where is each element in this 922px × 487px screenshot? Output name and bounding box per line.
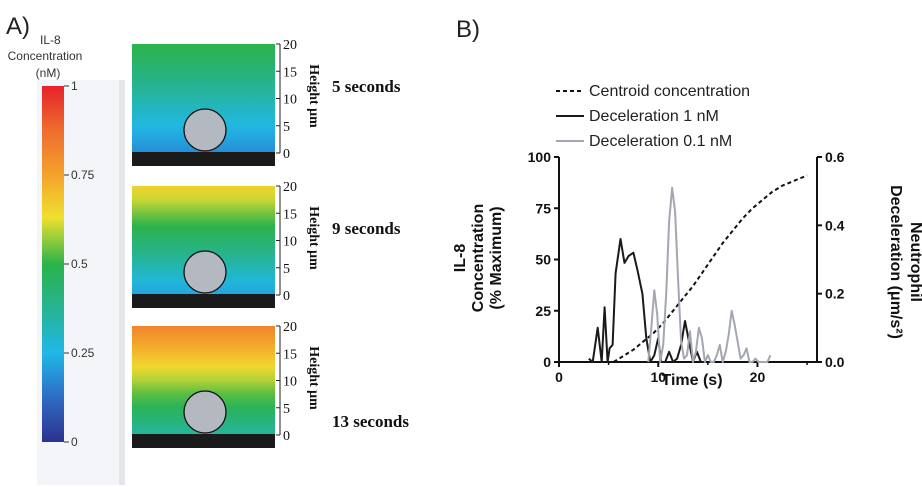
colorbar-divider bbox=[119, 80, 125, 485]
y-axis-right-label: Neutrophil Deceleration (μm/s²) bbox=[887, 185, 922, 339]
y-left-tick-label: 100 bbox=[528, 149, 552, 165]
colorbar-tick-label: 0.75 bbox=[71, 168, 95, 182]
substrate bbox=[132, 294, 275, 308]
neutrophil-cell bbox=[183, 390, 227, 434]
x-tick-label: 10 bbox=[650, 369, 666, 385]
y-left-label-line2: Concentration bbox=[470, 204, 487, 312]
y-left-tick-label: 25 bbox=[535, 303, 551, 319]
panel-b-label: B) bbox=[456, 16, 480, 43]
y-left-tick-label: 75 bbox=[535, 200, 551, 216]
y-right-label-line2: Deceleration (μm/s²) bbox=[887, 185, 904, 339]
height-axis-tick-label: 10 bbox=[283, 375, 297, 390]
colorbar-tick-label: 0.5 bbox=[71, 257, 88, 271]
snapshot-2: 20 15 10 5 0 Height μm 9 seconds bbox=[132, 180, 401, 308]
legend-label: Centroid concentration bbox=[589, 83, 750, 100]
colorbar-ticks: 1 0.75 0.5 0.25 0 bbox=[64, 79, 95, 449]
legend-label: Deceleration 0.1 nM bbox=[589, 133, 732, 150]
snapshot-time-label: 5 seconds bbox=[332, 77, 401, 96]
y-axis-left-label: IL-8 Concentration (% Maximum) bbox=[452, 204, 505, 312]
snapshot-1: 20 15 10 5 0 Height μm 5 seconds bbox=[132, 38, 401, 166]
y-left-tick-label: 50 bbox=[535, 252, 551, 268]
height-axis-tick-label: 5 bbox=[283, 120, 290, 135]
series-line-1 bbox=[613, 174, 808, 363]
height-axis-tick-label: 20 bbox=[283, 180, 297, 195]
height-axis-tick-label: 5 bbox=[283, 262, 290, 277]
height-axis-tick-label: 15 bbox=[283, 347, 297, 362]
y-right-tick-label: 0.2 bbox=[825, 286, 845, 302]
height-axis-tick-label: 15 bbox=[283, 65, 297, 80]
colorbar-title-line1: IL-8 bbox=[40, 33, 61, 47]
panel-a-label: A) bbox=[6, 13, 30, 40]
y-left-label-line1: IL-8 bbox=[452, 244, 469, 273]
height-axis-label: Height μm bbox=[306, 64, 321, 128]
legend: Centroid concentration Deceleration 1 nM D… bbox=[556, 83, 750, 150]
height-axis-tick-label: 5 bbox=[283, 402, 290, 417]
y-right-tick-label: 0.4 bbox=[825, 217, 845, 233]
substrate bbox=[132, 434, 275, 448]
colorbar bbox=[42, 86, 64, 442]
neutrophil-cell bbox=[183, 108, 227, 152]
colorbar-title-line2: Concentration bbox=[8, 49, 83, 63]
legend-label: Deceleration 1 nM bbox=[589, 108, 719, 125]
height-axis-tick-label: 10 bbox=[283, 235, 297, 250]
concentration-snapshots: 20 15 10 5 0 Height μm 5 seconds 20 15 10 5 0 Height… bbox=[132, 38, 409, 448]
x-tick-label: 0 bbox=[555, 369, 563, 385]
colorbar-tick-label: 0.25 bbox=[71, 346, 95, 360]
height-axis-tick-label: 20 bbox=[283, 38, 297, 53]
height-axis-label: Height μm bbox=[306, 346, 321, 410]
x-axis-label: Time (s) bbox=[661, 372, 722, 389]
series-line-3 bbox=[647, 186, 772, 363]
height-axis-tick-label: 0 bbox=[283, 289, 290, 304]
snapshot-3: 20 15 10 5 0 Height μm 13 seconds bbox=[132, 320, 409, 448]
height-axis-tick-label: 0 bbox=[283, 429, 290, 444]
y-right-tick-label: 0.6 bbox=[825, 149, 845, 165]
legend-entry-2: Deceleration 1 nM bbox=[556, 108, 719, 125]
y-left-label-line3: (% Maximum) bbox=[488, 206, 505, 309]
panel-a: A) IL-8 Concentration (nM) 1 0.75 0.5 0.25 0… bbox=[6, 13, 409, 485]
y-right-label-line1: Neutrophil bbox=[907, 222, 922, 302]
x-tick-label: 20 bbox=[750, 369, 766, 385]
snapshot-time-label: 13 seconds bbox=[332, 412, 409, 431]
snapshot-time-label: 9 seconds bbox=[332, 219, 401, 238]
colorbar-title-line3: (nM) bbox=[36, 66, 61, 80]
height-axis-label: Height μm bbox=[306, 206, 321, 270]
legend-entry-3: Deceleration 0.1 nM bbox=[556, 133, 732, 150]
y-left-tick-label: 0 bbox=[543, 354, 551, 370]
legend-entry-1: Centroid concentration bbox=[556, 83, 750, 100]
plot-area: 0 10 20 0 25 50 75 100 0.0 0.2 0.4 0.6 bbox=[528, 149, 845, 385]
substrate bbox=[132, 152, 275, 166]
panel-b: B) Centroid concentration Deceleration 1 … bbox=[452, 16, 922, 389]
neutrophil-cell bbox=[183, 250, 227, 294]
series-line-2 bbox=[588, 238, 705, 363]
colorbar-tick-label: 0 bbox=[71, 435, 78, 449]
colorbar-tick-label: 1 bbox=[71, 79, 78, 93]
height-axis-tick-label: 0 bbox=[283, 147, 290, 162]
height-axis-tick-label: 10 bbox=[283, 93, 297, 108]
y-right-tick-label: 0.0 bbox=[825, 354, 845, 370]
height-axis-tick-label: 20 bbox=[283, 320, 297, 335]
height-axis-tick-label: 15 bbox=[283, 207, 297, 222]
